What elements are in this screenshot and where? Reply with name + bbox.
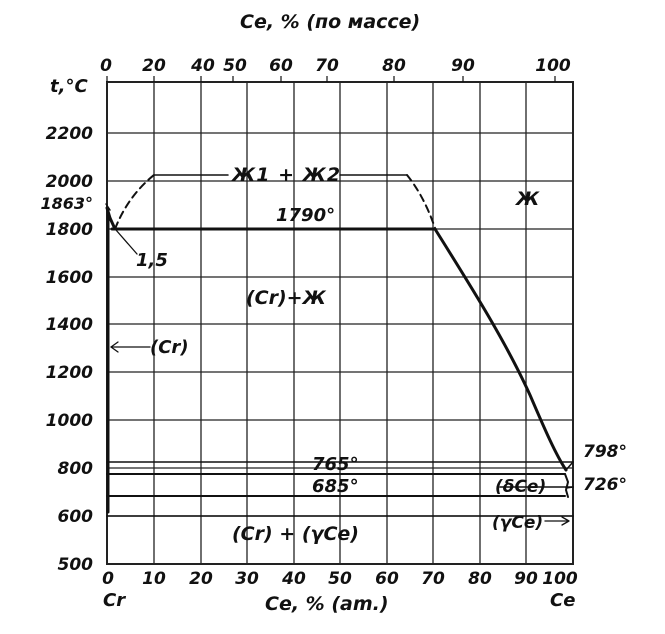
bottom-tick-label: 40 [281,569,306,589]
bottom-tick-label: 10 [142,569,166,589]
top-tick-label: 40 [190,56,215,76]
label-1-5: 1,5 [136,250,168,271]
top-tick-label: 0 [100,56,112,76]
label-1790: 1790° [276,205,335,226]
bottom-tick-label: 100 [542,569,578,589]
y-extra-label-1863: 1863° [40,194,93,213]
arrow-head-gamma-ce [561,516,570,526]
top-tick-label: 60 [269,56,293,76]
label-cr-plus-gamma-ce: (Cr) + (γCe) [232,523,359,545]
ce-side-boundary-3 [565,486,574,489]
ce-side-boundary-1 [564,473,569,498]
label-liquid: Ж [514,188,540,210]
arrow-head-cr [110,341,119,353]
element-label-ce: Ce [550,590,575,611]
bottom-tick-label: 70 [421,569,445,589]
label-685: 685° [312,476,359,497]
phase-lines [105,174,574,526]
bottom-tick-label: 50 [328,569,352,589]
y-tick-label: 1000 [46,411,93,431]
label-cr-solid: (Cr) [150,337,189,358]
y-tick-label: 1800 [46,220,93,240]
bottom-axis-title: Ce, % (am.) [265,593,389,615]
bottom-tick-label: 90 [514,569,538,589]
top-tick-label: 20 [142,56,166,76]
label-two-liquids: Ж1 + Ж2 [230,164,341,186]
cr-liquidus-line [105,206,117,231]
top-tick-label: 90 [451,56,475,76]
y-tick-label: 800 [58,459,94,479]
y-tick-label: 2200 [46,124,93,144]
label-765: 765° [312,454,359,475]
miscibility-gap-left [114,174,155,230]
bottom-tick-label: 80 [468,569,492,589]
label-cr-plus-liquid: (Cr)+Ж [246,287,327,309]
y-tick-label: 1400 [46,315,93,335]
label-798: 798° [583,442,627,462]
y-tick-label: 600 [58,507,94,527]
ce-liquidus-curve [433,227,568,472]
element-label-cr: Cr [103,590,126,611]
top-tick-label: 50 [223,56,247,76]
y-tick-label: 1600 [46,268,93,288]
label-726: 726° [583,475,627,495]
y-axis-title: t,°C [50,76,88,97]
bottom-tick-label: 0 [102,569,114,589]
label-delta-ce: (δCe) [495,477,546,497]
ce-side-boundary-2 [565,461,574,471]
tick-marks [106,76,556,82]
bottom-tick-label: 20 [189,569,213,589]
y-tick-label: 500 [58,555,94,575]
miscibility-gap-right [406,174,436,229]
label-gamma-ce: (γCe) [492,513,543,533]
y-tick-label: 2000 [46,172,93,192]
top-tick-label: 100 [535,56,571,76]
y-tick-label: 1200 [46,363,93,383]
top-tick-label: 80 [382,56,406,76]
label-leader-1863 [105,203,111,211]
bottom-tick-label: 30 [235,569,259,589]
bottom-tick-label: 60 [375,569,399,589]
top-axis-title: Ce, % (по массе) [240,11,420,33]
top-tick-label: 70 [315,56,339,76]
label-leader-1-5 [115,229,138,255]
